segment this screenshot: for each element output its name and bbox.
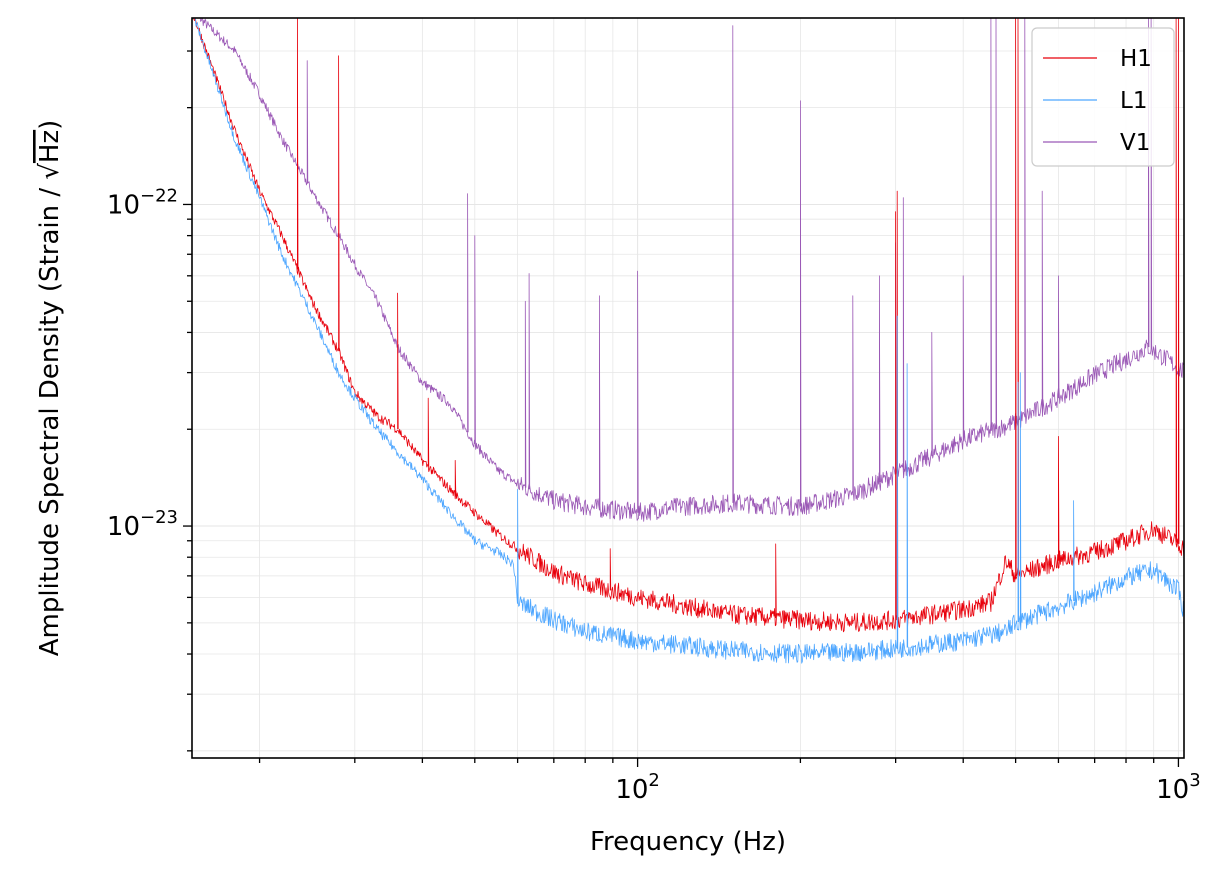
y-tick-label: 10−23	[107, 507, 178, 542]
series-lines	[193, 18, 1184, 664]
x-axis-label: Frequency (Hz)	[590, 827, 786, 857]
x-tick-label: 102	[615, 770, 660, 805]
legend-label-h1: H1	[1120, 46, 1152, 72]
legend: H1 L1 V1	[1031, 27, 1175, 167]
y-tick-label: 10−22	[107, 185, 178, 220]
legend-label-v1: V1	[1120, 130, 1150, 156]
legend-box	[1031, 27, 1175, 167]
x-tick-label: 103	[1156, 770, 1201, 805]
series-line-h1	[193, 18, 1184, 633]
plot-frame	[191, 17, 1185, 759]
y-axis-label: Amplitude Spectral Density (Strain / √Hz…	[35, 120, 65, 657]
series-line-l1	[194, 18, 1184, 664]
legend-label-l1: L1	[1120, 88, 1147, 114]
axis-ticks: 102 103 10−23 10−22	[107, 50, 1201, 805]
